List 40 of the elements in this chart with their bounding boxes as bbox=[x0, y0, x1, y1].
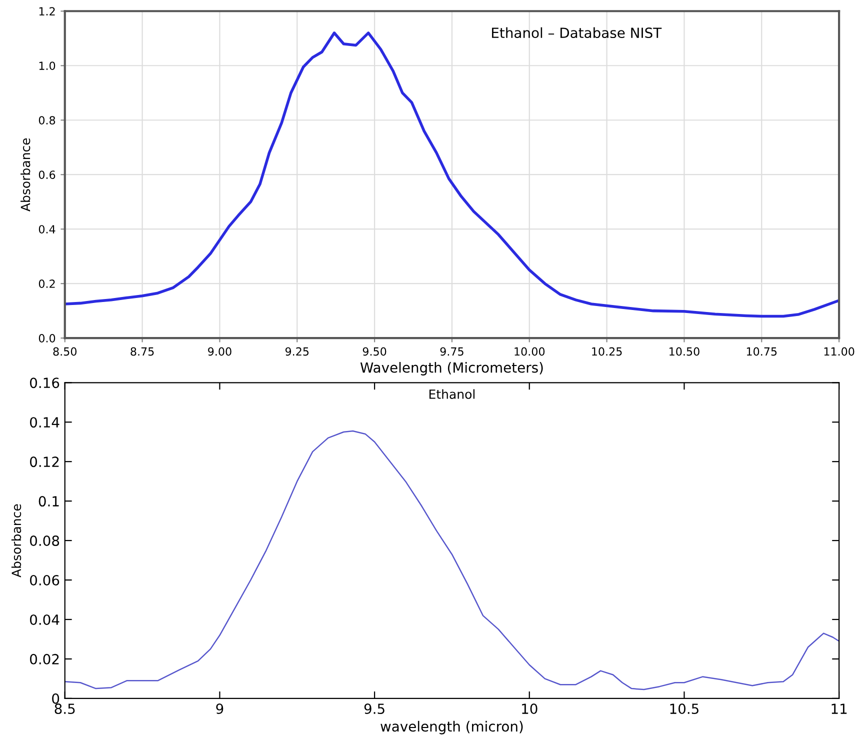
x-tick-label: 9.5 bbox=[364, 704, 384, 714]
y-tick-label: 0 bbox=[52, 693, 60, 704]
y-tick-label: 0.6 bbox=[38, 170, 56, 179]
line-series bbox=[64, 430, 840, 690]
y-tick-label: 0.04 bbox=[30, 614, 60, 625]
chart-title: Ethanol bbox=[429, 389, 475, 399]
x-tick-label: 9.75 bbox=[440, 347, 464, 356]
y-tick-label: 0.12 bbox=[30, 456, 59, 468]
y-axis-title: Absorbance bbox=[11, 504, 22, 578]
x-tick-label: 10 bbox=[522, 704, 538, 714]
x-tick-label: 9.00 bbox=[208, 347, 232, 356]
y-tick-label: 0.1 bbox=[38, 496, 59, 507]
y-tick-label: 0.4 bbox=[38, 225, 56, 234]
y-tick-label: 0.02 bbox=[30, 654, 59, 664]
x-axis-title: wavelength (micron) bbox=[380, 720, 523, 734]
x-tick-label: 10.00 bbox=[514, 347, 545, 356]
x-tick-label: 8.50 bbox=[53, 347, 77, 356]
y-tick-label: 1.2 bbox=[39, 7, 55, 16]
y-tick-label: 0.16 bbox=[30, 378, 60, 388]
y-tick-label: 1.0 bbox=[39, 62, 56, 70]
x-tick-label: 10.50 bbox=[670, 347, 700, 356]
x-tick-label: 11.00 bbox=[824, 347, 854, 356]
x-tick-label: 9.25 bbox=[285, 347, 309, 356]
x-tick-label: 8.75 bbox=[130, 347, 154, 356]
y-tick-label: 0.06 bbox=[30, 574, 60, 586]
x-tick-label: 9 bbox=[216, 704, 224, 714]
y-tick-label: 0.2 bbox=[38, 280, 55, 288]
y-axis-title: Absorbance bbox=[20, 138, 30, 212]
x-tick-label: 9.50 bbox=[362, 347, 386, 356]
text: Ethanol – Database NIST bbox=[492, 27, 662, 38]
y-tick-label: 0.08 bbox=[30, 536, 60, 546]
y-tick-label: 0.0 bbox=[38, 334, 56, 342]
x-tick-label: 10.75 bbox=[746, 347, 777, 356]
x-tick-label: 8.5 bbox=[54, 704, 75, 714]
x-tick-label: 10.5 bbox=[670, 704, 698, 714]
y-tick-label: 0.8 bbox=[38, 116, 56, 124]
x-tick-label: 10.25 bbox=[592, 347, 622, 356]
x-axis-title: Wavelength (Micrometers) bbox=[360, 362, 543, 376]
y-tick-label: 0.14 bbox=[30, 417, 60, 428]
x-tick-label: 11 bbox=[832, 704, 847, 714]
